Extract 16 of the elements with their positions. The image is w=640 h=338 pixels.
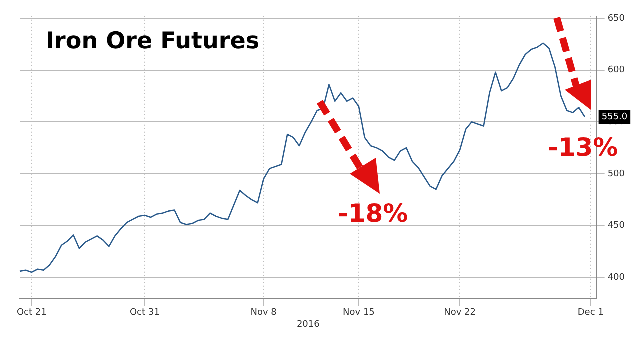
- x-tick-label: Dec 1: [578, 308, 604, 318]
- text: Iron Ore Futures: [46, 28, 260, 54]
- y-tick-label: 450: [608, 221, 626, 232]
- y-tick-label: 650: [608, 14, 626, 24]
- x-axis-title: 2016: [296, 320, 320, 330]
- y-tick-label: 400: [608, 273, 626, 284]
- x-tick-label: Nov 15: [343, 308, 375, 318]
- y-tick-label: 600: [608, 66, 626, 76]
- x-tick-label: Oct 21: [16, 308, 47, 318]
- y-tick-label: 500: [608, 169, 626, 180]
- x-tick-label: Oct 31: [130, 308, 160, 318]
- x-tick-label: Nov 22: [444, 308, 476, 318]
- annotation: -13%: [548, 133, 618, 162]
- annotation: 555.0: [602, 112, 628, 122]
- annotation: -18%: [338, 199, 408, 228]
- x-tick-label: Nov 8: [250, 308, 278, 318]
